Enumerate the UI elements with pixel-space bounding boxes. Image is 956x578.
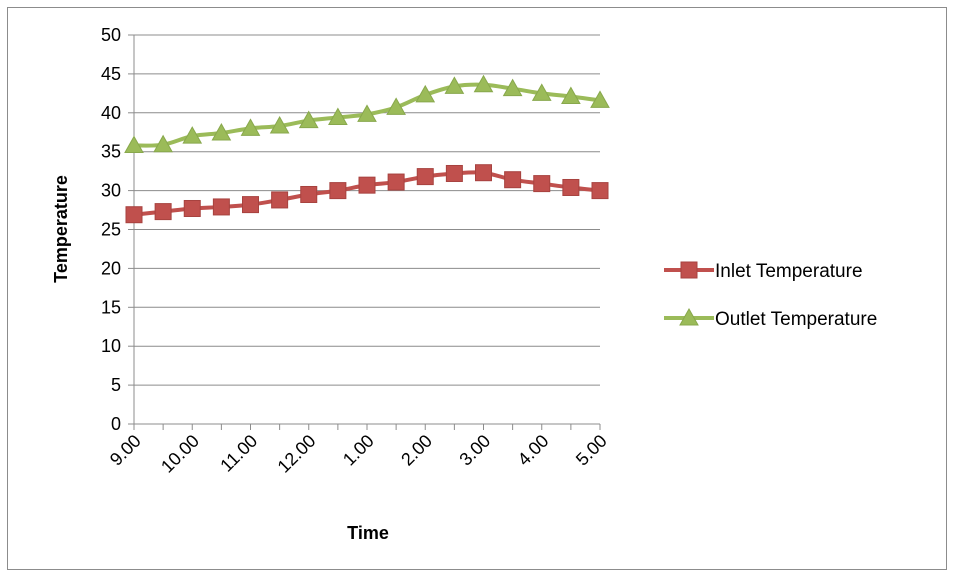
y-tick-label: 5	[111, 375, 121, 395]
y-tick-label: 25	[101, 220, 121, 240]
data-point-outlet-temperature	[386, 97, 406, 115]
data-point-outlet-temperature	[124, 135, 144, 153]
data-point-outlet-temperature	[357, 104, 377, 122]
data-point-inlet-temperature	[504, 171, 522, 189]
data-point-inlet-temperature	[154, 203, 172, 221]
data-point-inlet-temperature	[475, 164, 492, 182]
legend-label: Inlet Temperature	[715, 261, 863, 282]
x-tick-label: 11.00	[216, 431, 261, 476]
data-point-inlet-temperature	[212, 198, 230, 216]
x-tick-label: 4.00	[514, 431, 553, 470]
legend-marker	[679, 307, 699, 326]
data-point-inlet-temperature	[533, 175, 551, 193]
data-point-outlet-temperature	[269, 116, 290, 134]
data-point-outlet-temperature	[298, 110, 319, 129]
data-point-inlet-temperature	[416, 168, 434, 186]
data-point-inlet-temperature	[329, 182, 347, 200]
data-point-outlet-temperature	[502, 78, 523, 97]
data-point-inlet-temperature	[591, 182, 609, 200]
data-point-outlet-temperature	[153, 134, 173, 153]
legend-entry-inlet-temperature: Inlet Temperature	[664, 261, 863, 282]
data-point-inlet-temperature	[242, 196, 259, 214]
x-tick-label: 9.00	[106, 431, 145, 470]
data-point-inlet-temperature	[300, 185, 318, 203]
y-tick-labels: 0 5 10 15 20 25 30 35 40 45 50	[101, 25, 121, 434]
gridlines	[134, 34, 600, 386]
y-tick-label: 45	[101, 64, 121, 84]
legend-marker	[680, 261, 698, 279]
data-point-outlet-temperature	[415, 84, 436, 103]
data-point-inlet-temperature	[387, 173, 405, 191]
chart-frame	[7, 7, 947, 570]
y-tick-label: 0	[111, 414, 121, 434]
x-axis-title: Time	[347, 523, 389, 543]
y-tick-label: 15	[101, 297, 121, 317]
legend-label: Outlet Temperature	[715, 309, 877, 330]
data-point-outlet-temperature	[211, 123, 232, 141]
x-tick-label: 12.00	[274, 431, 320, 477]
x-tick-label: 1.00	[339, 431, 378, 470]
x-tick-labels: 9.00 10.00 11.00 12.00 1.00 2.00 3.00 4.00 5.00	[106, 431, 611, 477]
series-outlet-temperature	[124, 74, 610, 153]
data-point-inlet-temperature	[562, 178, 580, 196]
data-point-inlet-temperature	[445, 164, 463, 182]
y-tick-label: 30	[101, 181, 121, 201]
y-tick-label: 40	[101, 103, 121, 123]
data-point-inlet-temperature	[358, 176, 376, 194]
data-point-inlet-temperature	[183, 199, 201, 217]
legend-entry-outlet-temperature: Outlet Temperature	[664, 307, 877, 330]
x-tick-label: 5.00	[572, 431, 611, 470]
data-point-outlet-temperature	[590, 90, 610, 108]
data-point-outlet-temperature	[531, 83, 552, 101]
data-point-outlet-temperature	[240, 118, 261, 136]
series	[124, 74, 610, 224]
data-point-outlet-temperature	[328, 107, 348, 125]
x-tick-label: 3.00	[455, 431, 494, 470]
data-point-outlet-temperature	[473, 74, 494, 93]
data-point-outlet-temperature	[561, 86, 581, 104]
legend: Inlet Temperature Outlet Temperature	[664, 261, 877, 330]
x-tick-label: 2.00	[397, 431, 436, 470]
data-point-outlet-temperature	[182, 126, 203, 144]
y-axis-title: Temperature	[51, 175, 71, 283]
y-tick-label: 20	[101, 258, 121, 278]
y-tick-label: 10	[101, 336, 121, 356]
data-point-outlet-temperature	[444, 76, 465, 94]
series-inlet-temperature	[125, 164, 609, 224]
data-point-inlet-temperature	[271, 191, 289, 209]
x-tick-label: 10.00	[157, 431, 203, 477]
data-point-inlet-temperature	[125, 206, 143, 224]
y-tick-label: 50	[101, 25, 121, 45]
y-tick-label: 35	[101, 142, 121, 162]
axes	[128, 34, 601, 430]
